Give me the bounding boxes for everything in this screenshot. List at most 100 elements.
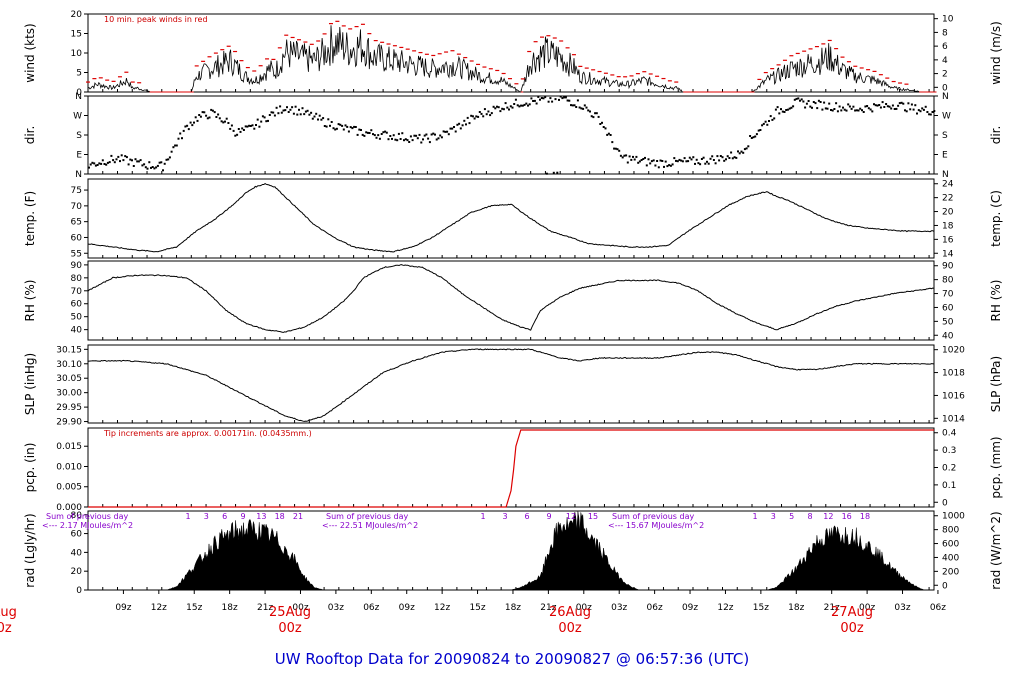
dir-point xyxy=(619,154,622,157)
dir-point xyxy=(299,113,302,116)
dir-point xyxy=(571,104,574,107)
dir-point xyxy=(869,108,872,111)
rh-left-axis-title: RH (%) xyxy=(23,280,37,322)
dir-point xyxy=(492,105,495,108)
rh-left-tick-label: 70 xyxy=(71,287,83,297)
dir-point xyxy=(98,162,101,165)
dir-point xyxy=(427,137,430,140)
dir-point xyxy=(611,141,614,144)
dir-point xyxy=(527,104,529,107)
dir-point xyxy=(346,125,349,128)
dir-point xyxy=(201,111,204,114)
dir-point xyxy=(644,156,646,159)
dir-point xyxy=(205,114,208,117)
rh-right-tick-label: 80 xyxy=(942,276,954,286)
dir-point xyxy=(864,105,867,108)
dir-point xyxy=(647,158,650,161)
dir-point xyxy=(663,165,665,168)
dir-point xyxy=(511,106,514,109)
dir-point xyxy=(473,117,476,120)
rad-hour-marker: 18 xyxy=(860,512,870,521)
dir-point xyxy=(279,105,282,108)
dir-point xyxy=(124,155,127,158)
dir-point xyxy=(282,109,285,112)
dir-point xyxy=(184,125,187,128)
slp-right-tick-label: 1018 xyxy=(942,369,965,379)
dir-right-tick-label: W xyxy=(942,112,951,122)
dir-point xyxy=(902,102,905,105)
dir-point xyxy=(917,109,920,112)
dir-point xyxy=(700,158,703,160)
dir-point xyxy=(344,124,347,127)
dir-point xyxy=(122,159,125,162)
dir-point xyxy=(349,126,352,129)
dir-point xyxy=(308,113,311,116)
dir-point xyxy=(191,124,194,127)
dir-point xyxy=(356,133,359,136)
time-tick-label: 21z xyxy=(540,603,556,613)
rh-right-tick-label: 40 xyxy=(942,331,954,341)
dir-point xyxy=(470,114,473,117)
dir-point xyxy=(435,138,438,141)
dir-point xyxy=(778,112,781,115)
wind-left-tick-label: 0 xyxy=(76,88,82,98)
dir-point xyxy=(347,130,350,133)
rad-hour-marker: 9 xyxy=(546,512,551,521)
dir-point xyxy=(220,120,223,123)
dir-point xyxy=(530,97,533,100)
dir-point xyxy=(246,125,249,128)
pcp-right-tick-label: 0.3 xyxy=(942,446,956,456)
rad-right-tick-label: 400 xyxy=(942,553,959,563)
dir-point xyxy=(836,110,839,113)
rad-right-tick-label: 800 xyxy=(942,526,959,536)
dir-point xyxy=(891,104,894,107)
dir-point xyxy=(709,157,712,160)
dir-point xyxy=(206,117,209,120)
slp-right-tick-label: 1020 xyxy=(942,346,965,356)
rad-right-tick-label: 1000 xyxy=(942,512,965,522)
dir-point xyxy=(119,160,121,163)
dir-point xyxy=(89,163,92,166)
dir-point xyxy=(697,162,700,165)
rh-right-tick-label: 50 xyxy=(942,317,954,327)
dir-point xyxy=(268,114,271,116)
dir-point xyxy=(475,115,478,118)
wind-right-tick-label: 4 xyxy=(942,56,948,66)
dir-point xyxy=(793,98,796,101)
dir-point xyxy=(654,164,657,167)
dir-point xyxy=(714,162,717,165)
dir-point xyxy=(898,102,901,105)
dir-point xyxy=(272,111,275,114)
dir-point xyxy=(859,107,862,110)
dir-point xyxy=(885,103,888,105)
dir-point xyxy=(170,150,173,153)
dir-point xyxy=(645,164,648,167)
dir-point xyxy=(833,108,836,110)
rad-left-tick-label: 40 xyxy=(71,548,83,558)
pcp-left-tick-label: 0.000 xyxy=(56,503,82,513)
dir-point xyxy=(513,103,516,105)
dir-point xyxy=(520,104,523,107)
dir-point xyxy=(286,106,288,109)
dir-point xyxy=(666,165,669,168)
dir-point xyxy=(508,108,510,111)
dir-point xyxy=(477,115,480,118)
dir-point xyxy=(613,147,616,150)
dir-point xyxy=(564,96,567,99)
dir-point xyxy=(780,108,782,111)
dir-point xyxy=(151,166,154,168)
dir-point xyxy=(890,107,893,110)
dir-point xyxy=(378,137,381,140)
time-tick-label: 12z xyxy=(717,603,733,613)
dir-point xyxy=(749,135,752,137)
dir-point xyxy=(928,113,931,116)
dir-point xyxy=(916,112,918,115)
dir-point xyxy=(420,141,423,144)
dir-point xyxy=(141,164,144,167)
dir-point xyxy=(389,135,392,137)
pcp-left-tick-label: 0.015 xyxy=(56,442,82,452)
dir-point xyxy=(580,107,583,110)
dir-point xyxy=(106,161,109,164)
